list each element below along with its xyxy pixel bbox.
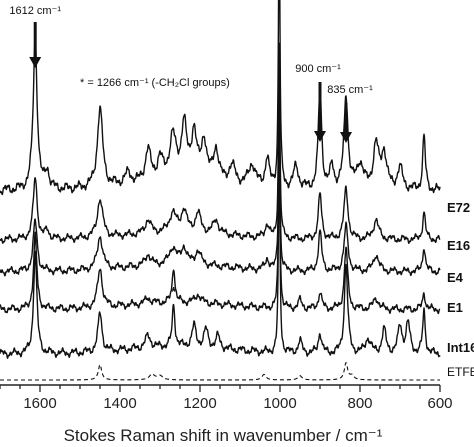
series-label-etfe: ETFE — [447, 365, 474, 379]
x-tick-label: 1400 — [103, 395, 136, 412]
series-layer — [0, 0, 441, 381]
series-label-int16: Int16 — [447, 340, 474, 355]
peak-arrow-head — [29, 57, 42, 68]
peak-arrow-head — [314, 131, 326, 142]
series-line-e16 — [0, 42, 441, 245]
series-label-e16: E16 — [447, 238, 470, 253]
series-line-etfe — [0, 362, 441, 381]
asterisk-marker: * — [171, 284, 177, 299]
x-axis: 1600 1400 1200 1000 800 600 — [0, 384, 453, 412]
series-labels: E72 E16 E4 E1 Int16 ETFE — [447, 200, 474, 379]
peak-arrow-head — [340, 132, 352, 143]
series-line-e4 — [0, 104, 441, 277]
series-label-e72: E72 — [447, 200, 470, 215]
series-label-e4: E4 — [447, 270, 464, 285]
x-tick-label: 1200 — [183, 395, 216, 412]
series-line-int16 — [0, 131, 441, 359]
x-tick-label: 600 — [427, 395, 452, 412]
x-axis-title: Stokes Raman shift in wavenumber / cm⁻¹ — [64, 426, 383, 445]
x-tick-label: 1000 — [263, 395, 296, 412]
series-line-e72 — [0, 0, 441, 196]
peak-annotation-label: 900 cm⁻¹ — [295, 63, 341, 75]
annotations: 1612 cm⁻¹ 900 cm⁻¹ 835 cm⁻¹ * — [9, 5, 373, 299]
peak-annotation-label: 835 cm⁻¹ — [327, 84, 373, 96]
x-tick-label: 800 — [347, 395, 372, 412]
series-line-e1 — [0, 126, 441, 315]
x-tick-label: 1600 — [23, 395, 56, 412]
series-label-e1: E1 — [447, 300, 463, 315]
asterisk-note: * = 1266 cm⁻¹ (-CH₂Cl groups) — [80, 77, 230, 89]
peak-annotation-label: 1612 cm⁻¹ — [9, 5, 61, 17]
